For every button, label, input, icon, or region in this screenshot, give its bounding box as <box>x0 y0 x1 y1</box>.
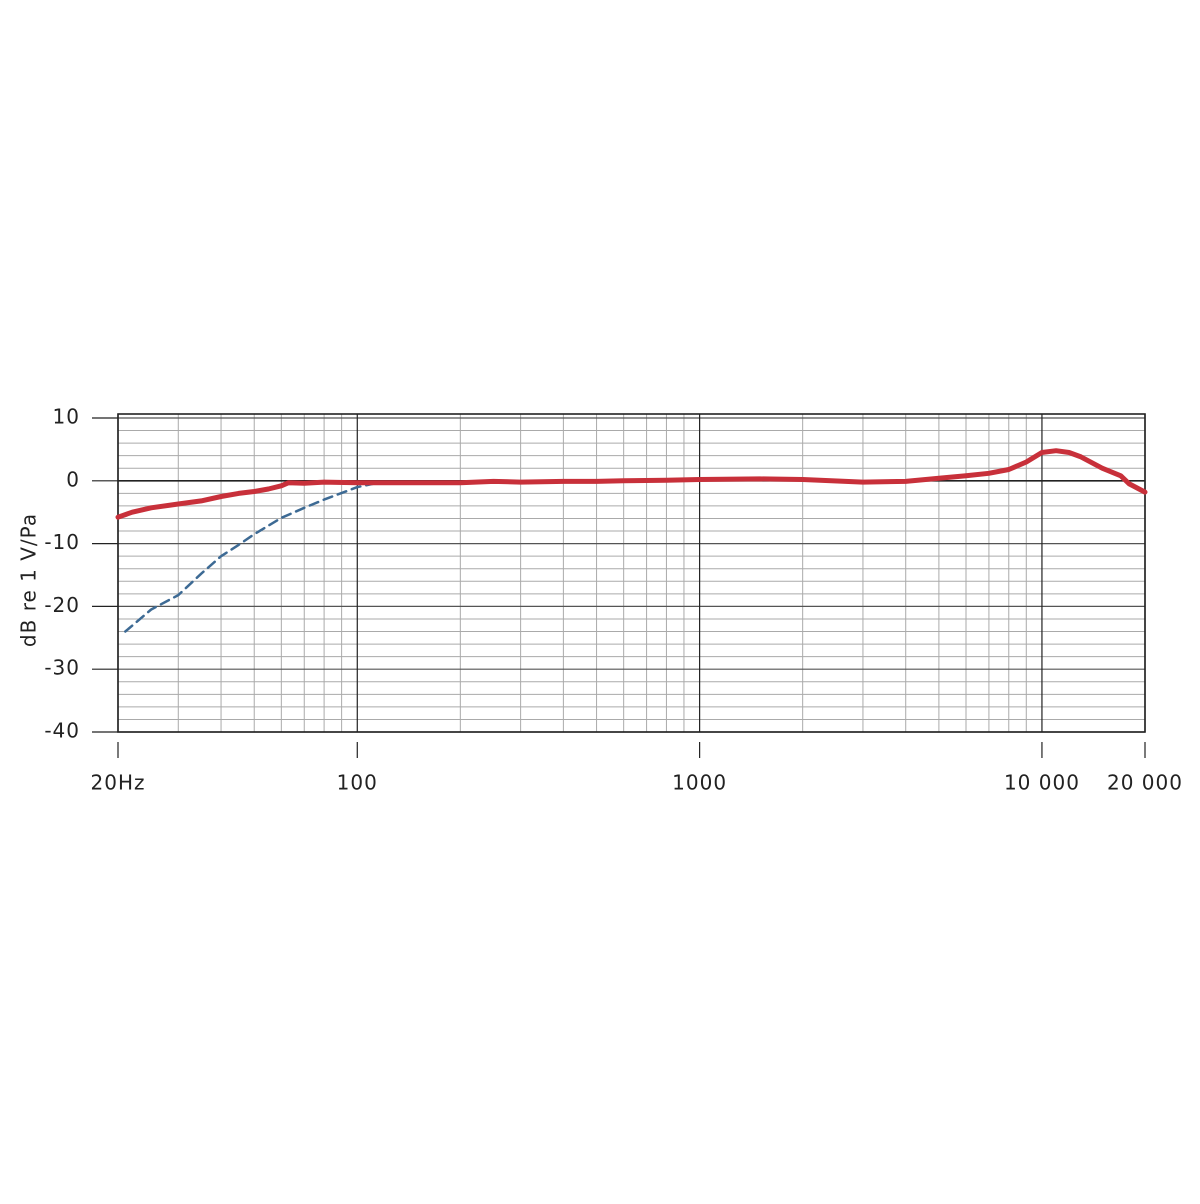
dashed-response-line <box>124 481 380 633</box>
y-tick-label: 10 <box>53 405 80 429</box>
y-tick-label: -40 <box>44 719 80 743</box>
x-tick-label: 1000 <box>672 771 727 795</box>
y-tick-label: 0 <box>66 467 80 491</box>
x-tick-label: 10 000 <box>1004 771 1080 795</box>
x-tick-label: 100 <box>337 771 378 795</box>
x-tick-label: 20Hz <box>91 771 146 795</box>
y-tick-label: -20 <box>44 593 80 617</box>
y-axis-label: dB re 1 V/Pa <box>17 513 41 647</box>
y-tick-label: -30 <box>44 656 80 680</box>
y-tick-label: -10 <box>44 530 80 554</box>
plot-frame <box>117 413 1146 733</box>
x-tick-label: 20 000 <box>1107 771 1183 795</box>
response-line <box>115 448 1148 520</box>
